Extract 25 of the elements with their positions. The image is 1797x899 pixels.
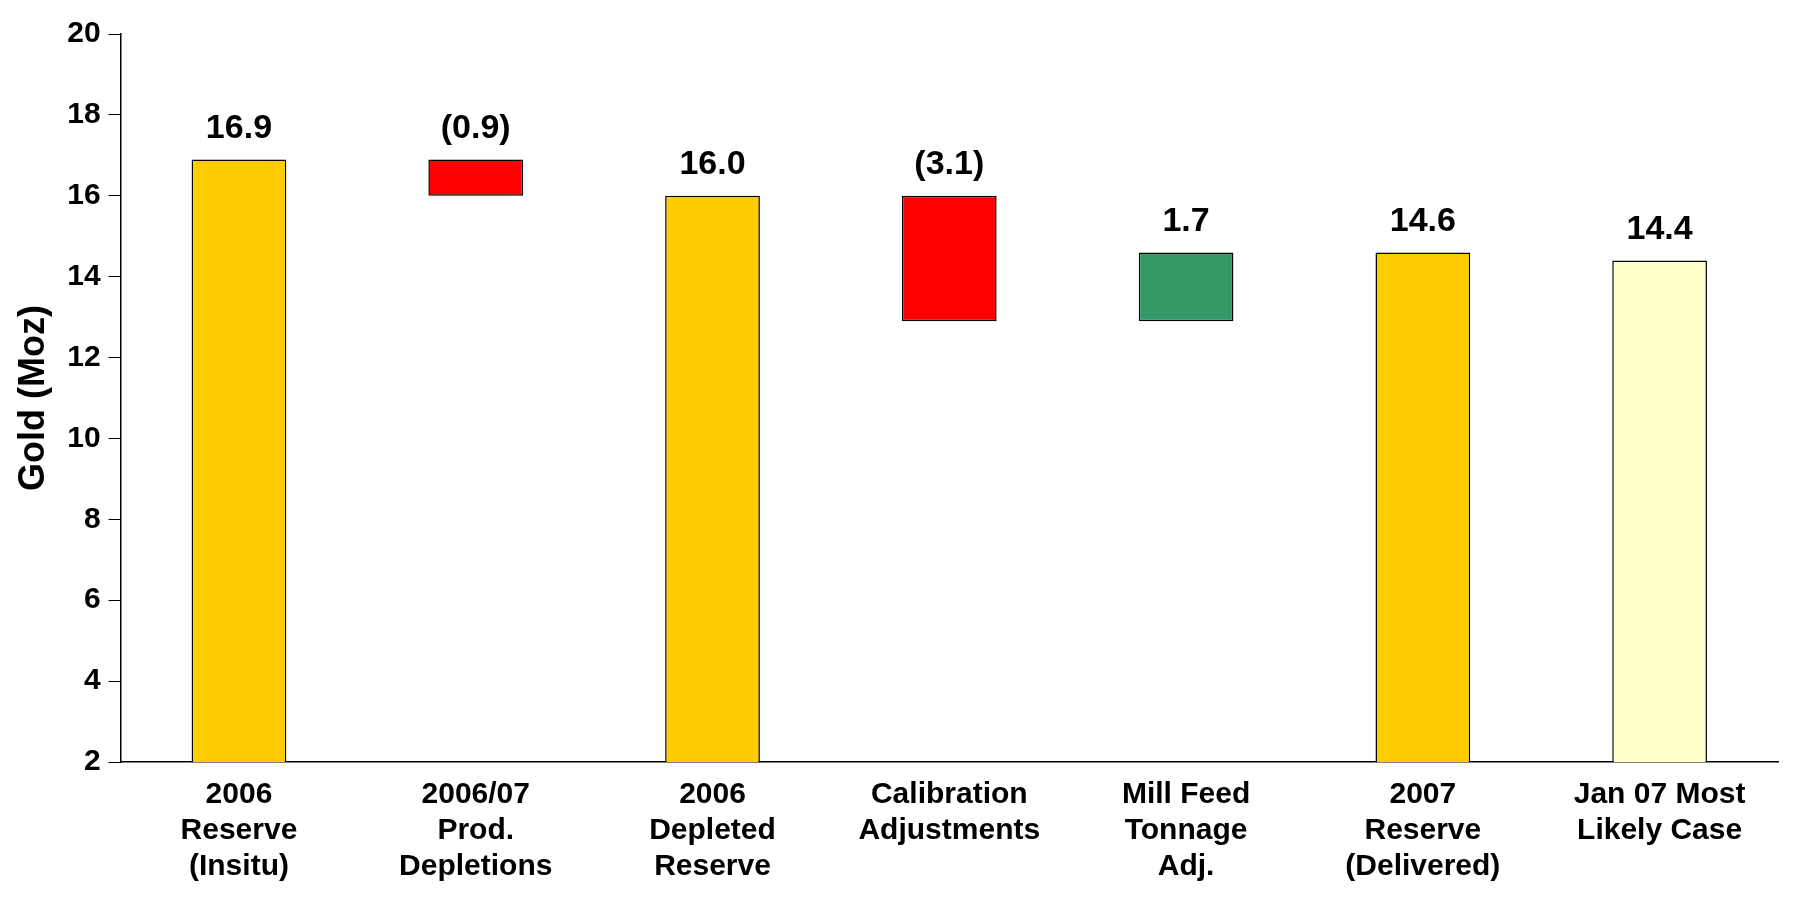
x-tick-label: Jan 07 Most Likely Case xyxy=(1573,776,1746,846)
x-tick-label: 2006 Depleted Reserve xyxy=(649,776,776,882)
x-tick-label: Calibration Adjustments xyxy=(858,776,1041,846)
y-tick-label: 2 xyxy=(83,743,101,777)
y-tick-label: 10 xyxy=(67,419,101,453)
x-tick-label: 2006/07 Prod. Depletions xyxy=(399,776,553,882)
data-label: 16.0 xyxy=(679,143,746,182)
x-tick-label: Mill Feed Tonnage Adj. xyxy=(1121,776,1251,882)
data-label: 14.6 xyxy=(1389,199,1456,238)
y-tick-label: 14 xyxy=(67,257,101,291)
data-label: (3.1) xyxy=(914,143,985,182)
y-tick-label: 18 xyxy=(67,96,101,130)
y-axis-title: Gold (Moz) xyxy=(10,305,52,491)
x-tick-label: 2006 Reserve (Insitu) xyxy=(180,776,298,882)
y-tick-label: 16 xyxy=(67,177,101,211)
y-tick-label: 4 xyxy=(83,662,101,696)
y-tick-label: 6 xyxy=(83,581,101,615)
data-label: 1.7 xyxy=(1162,199,1210,238)
x-tick-label: 2007 Reserve (Delivered) xyxy=(1345,776,1501,882)
y-tick-label: 12 xyxy=(67,338,101,372)
data-label: 16.9 xyxy=(205,106,273,145)
y-tick-label: 20 xyxy=(67,15,101,49)
data-label: 14.4 xyxy=(1626,207,1693,246)
y-tick-label: 8 xyxy=(83,500,101,534)
data-label: (0.9) xyxy=(440,106,511,145)
